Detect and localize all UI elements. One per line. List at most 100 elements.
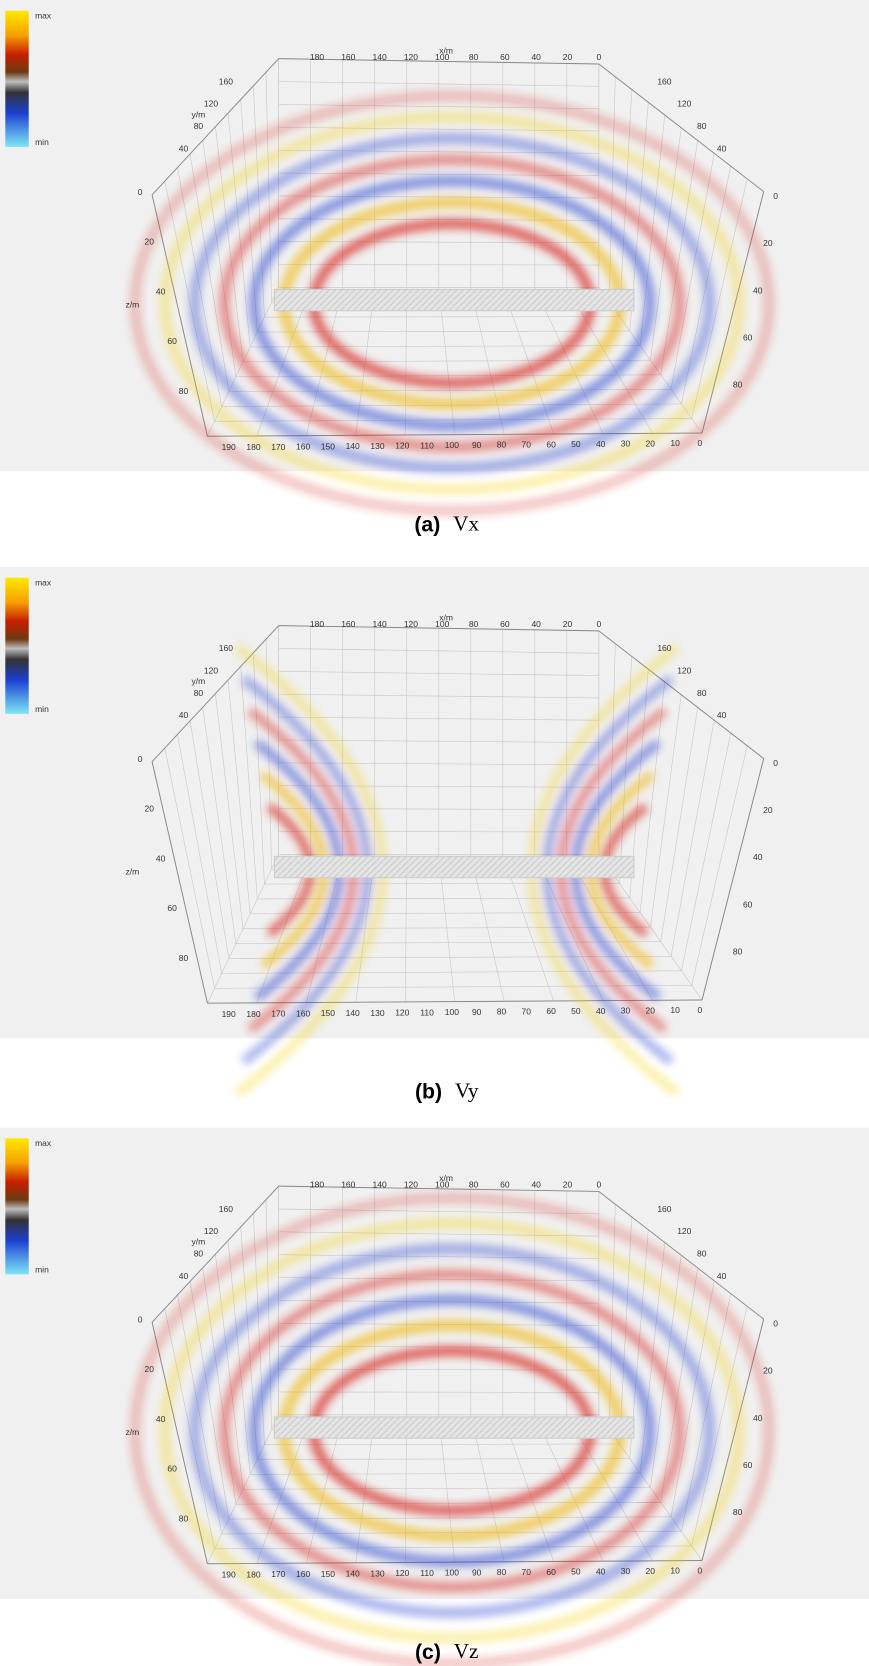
tick-label: 140 (346, 1008, 360, 1018)
tick-label: 40 (156, 286, 166, 296)
source-bar (273, 855, 635, 879)
tick-label: 80 (497, 1567, 507, 1577)
grid-line (598, 854, 703, 1001)
tick-label: 60 (743, 1460, 753, 1470)
tick-label: 80 (697, 1248, 707, 1258)
grid-line (215, 1254, 244, 1490)
tick-label: 40 (531, 1179, 541, 1189)
grid-line (177, 734, 222, 974)
tick-label: 40 (717, 143, 727, 153)
tick-label: 0 (596, 1179, 601, 1189)
tick-label: 0 (698, 1005, 703, 1015)
tick-label: 160 (341, 52, 355, 62)
tick-label: 50 (571, 1006, 581, 1016)
tick-label: 20 (763, 1366, 773, 1376)
grid-line (660, 1267, 699, 1503)
tick-label: 100 (445, 1007, 459, 1017)
tick-label: 40 (179, 710, 189, 720)
tick-label: 0 (596, 52, 601, 62)
tick-label: 40 (156, 853, 166, 863)
tick-label: 0 (138, 187, 143, 197)
colorbar-min: min (35, 1264, 49, 1274)
box-edge (207, 999, 703, 1004)
tick-label: 70 (522, 440, 532, 450)
tick-label: 120 (677, 666, 691, 676)
tick-label: 150 (321, 1569, 335, 1579)
tick-label: 30 (621, 1566, 631, 1576)
grid-line (534, 1414, 604, 1562)
wave-front (248, 1294, 656, 1567)
tick-label: 70 (522, 1006, 532, 1016)
tick-label: 120 (677, 99, 691, 109)
wave-front (129, 90, 775, 517)
tick-label: 50 (571, 1567, 581, 1577)
colorbar (5, 10, 29, 147)
tick-label: 20 (646, 1005, 656, 1015)
colorbar (5, 577, 29, 714)
z-axis-label: z/m (126, 1427, 140, 1437)
colorbar-max: max (35, 10, 52, 20)
tick-label: 120 (204, 666, 218, 676)
tick-label: 160 (657, 1204, 671, 1214)
tick-label: 80 (733, 379, 743, 389)
tick-label: 0 (596, 619, 601, 629)
tick-label: 10 (670, 1566, 680, 1576)
tick-label: 180 (246, 1009, 260, 1019)
tick-label: 90 (472, 1567, 482, 1577)
tick-label: 0 (138, 1314, 143, 1324)
tick-label: 60 (500, 619, 510, 629)
grid-line (215, 693, 244, 929)
tick-label: 40 (596, 1006, 606, 1016)
tick-label: 20 (144, 237, 154, 247)
tick-label: 60 (167, 336, 177, 346)
tick-label: 20 (144, 804, 154, 814)
tick-label: 30 (621, 1006, 631, 1016)
tick-label: 170 (271, 1009, 285, 1019)
grid-line (650, 694, 682, 928)
wave-front (159, 1218, 745, 1644)
tick-label: 60 (546, 439, 556, 449)
tick-label: 80 (194, 688, 204, 698)
grid-line (227, 1240, 251, 1475)
tick-label: 140 (373, 52, 387, 62)
x-axis-label: x/m (439, 1173, 453, 1183)
tick-label: 40 (596, 1566, 606, 1576)
tick-label: 130 (370, 1008, 384, 1018)
colorbar (5, 1138, 29, 1275)
tick-label: 70 (522, 1567, 532, 1577)
wave-front (129, 1192, 775, 1666)
tick-label: 60 (546, 1567, 556, 1577)
tick-label: 120 (204, 99, 218, 109)
tick-label: 80 (469, 52, 479, 62)
wave-front (189, 133, 715, 474)
tick-label: 20 (563, 619, 573, 629)
grid-line (227, 680, 251, 914)
caption-label: (c) (415, 1640, 441, 1664)
caption: (b) Vy (415, 1078, 479, 1103)
tick-label: 10 (670, 438, 680, 448)
tick-label: 50 (571, 439, 581, 449)
tick-label: 160 (341, 1179, 355, 1189)
tick-label: 120 (395, 1568, 409, 1578)
tick-label: 80 (497, 1007, 507, 1017)
box-edge (151, 1185, 280, 1323)
tick-label: 100 (445, 1568, 459, 1578)
tick-label: 10 (670, 1005, 680, 1015)
colorbar-max: max (35, 1138, 52, 1148)
tick-label: 120 (404, 619, 418, 629)
tick-label: 80 (179, 386, 189, 396)
tick-label: 160 (296, 442, 310, 452)
tick-label: 40 (156, 1414, 166, 1424)
grid-line (470, 854, 505, 1002)
caption-label: (b) (415, 1079, 442, 1103)
box-edge (151, 761, 208, 1004)
grid-line (566, 1414, 653, 1562)
tick-label: 80 (469, 619, 479, 629)
panel-background (0, 567, 869, 1039)
y-axis-label: y/m (191, 676, 205, 686)
wave-front (159, 111, 745, 495)
tick-label: 80 (179, 1513, 189, 1523)
tick-label: 110 (420, 1007, 434, 1017)
